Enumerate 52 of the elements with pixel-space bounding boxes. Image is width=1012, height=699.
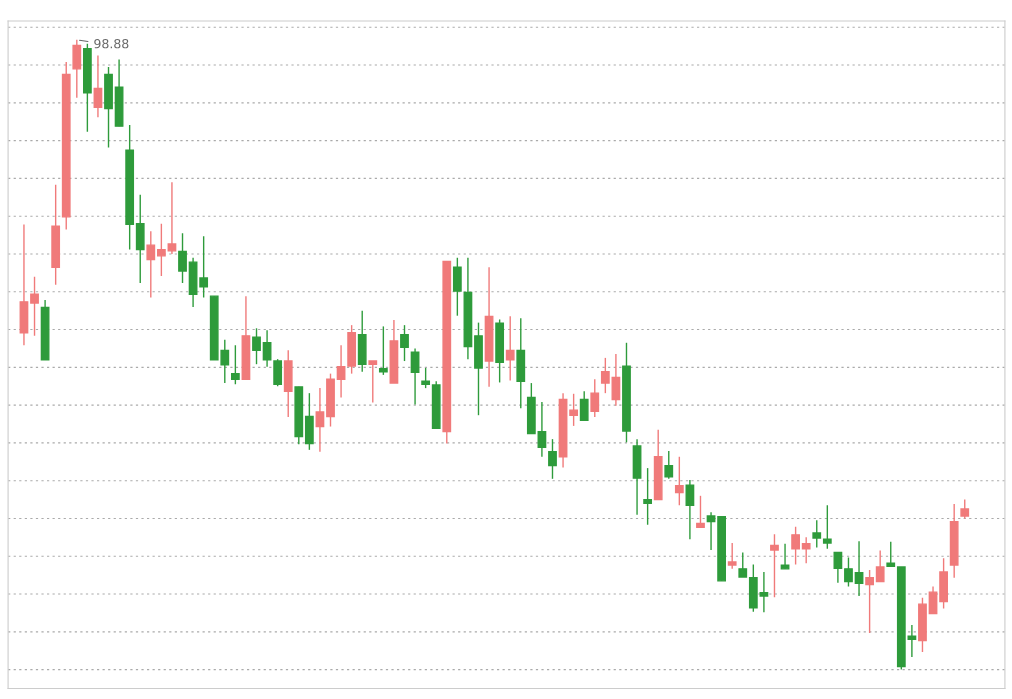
candlestick [230,344,240,386]
candlestick [273,358,283,387]
candlestick [643,467,653,526]
candlestick [400,324,409,362]
candlestick [368,360,378,404]
candlestick [844,556,853,588]
candlestick [30,275,39,337]
candlestick [674,456,684,506]
candlestick [421,367,431,389]
candlestick [537,401,547,458]
candlestick [696,495,705,528]
candlestick [378,325,388,376]
candlestick [738,551,748,578]
candlestick [664,450,674,480]
candlestick [727,542,737,570]
candlestick [72,39,82,99]
candlestick [759,571,769,614]
candlestick [611,353,621,407]
candlestick [685,479,695,540]
candlestick [452,257,462,317]
candlestick [706,511,716,551]
candlestick [886,541,896,568]
candlestick [770,533,779,598]
candlestick [146,230,156,299]
candlestick [791,525,801,566]
candlestick [780,542,790,570]
candlestick [410,347,420,406]
candlestick [315,387,325,453]
candlestick [854,540,864,597]
candlestick [262,329,272,368]
candlestick [505,315,515,382]
candlestick [167,181,177,255]
candlestick [801,536,811,564]
candlestick [569,393,579,427]
candlestick [833,551,843,584]
candlestick [336,344,346,399]
candlestick [156,223,166,277]
candlestick [252,327,261,365]
candlestick [865,569,875,634]
candlestick [178,232,187,284]
candlestick [812,519,822,549]
candlestick [579,390,589,421]
candlestick [928,585,938,615]
candlestick [822,504,832,550]
annotation: 98.88 [94,38,129,49]
candlestick [199,235,209,299]
candlestick [875,549,885,583]
candlestick [600,357,610,394]
candlestick [960,498,970,520]
candlestick [590,378,600,418]
candlestick [548,438,557,480]
candlestick [93,54,103,119]
